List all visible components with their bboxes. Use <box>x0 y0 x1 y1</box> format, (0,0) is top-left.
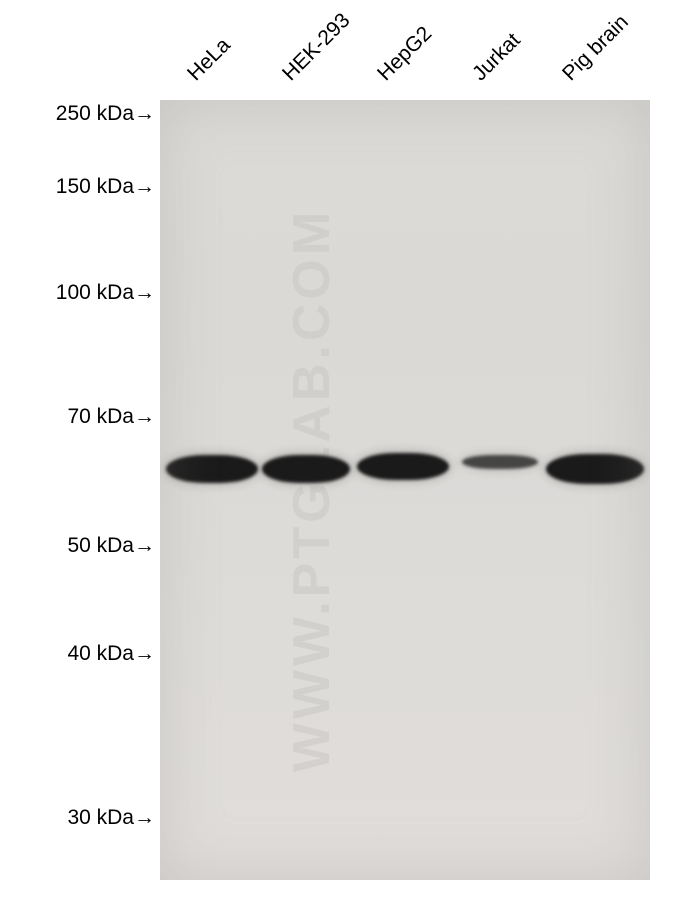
lane-label-pigbrain: Pig brain <box>558 10 634 86</box>
lane-label-jurkat: Jurkat <box>468 29 525 86</box>
mw-40: 40 kDa→ <box>67 642 155 666</box>
band-lane-3 <box>462 455 538 469</box>
lane-label-hela: HeLa <box>183 34 235 86</box>
blot-membrane: WWW.PTGLAB.COM <box>160 100 650 880</box>
mw-marker-column: 250 kDa→ 150 kDa→ 100 kDa→ 70 kDa→ 50 kD… <box>0 100 160 880</box>
band-lane-2 <box>357 453 449 480</box>
lane-labels-row: HeLa HEK-293 HepG2 Jurkat Pig brain <box>160 0 640 100</box>
mw-100: 100 kDa→ <box>56 281 155 305</box>
blot-figure: HeLa HEK-293 HepG2 Jurkat Pig brain 250 … <box>0 0 693 907</box>
mw-150: 150 kDa→ <box>56 175 155 199</box>
lane-label-hepg2: HepG2 <box>373 22 437 86</box>
mw-50: 50 kDa→ <box>67 534 155 558</box>
mw-70: 70 kDa→ <box>67 405 155 429</box>
vignette <box>160 100 650 880</box>
band-lane-0 <box>166 455 258 483</box>
band-lane-4 <box>546 454 644 484</box>
mw-250: 250 kDa→ <box>56 102 155 126</box>
watermark-text: WWW.PTGLAB.COM <box>282 208 342 772</box>
band-lane-1 <box>262 455 350 483</box>
mw-30: 30 kDa→ <box>67 806 155 830</box>
lane-label-hek293: HEK-293 <box>278 9 355 86</box>
